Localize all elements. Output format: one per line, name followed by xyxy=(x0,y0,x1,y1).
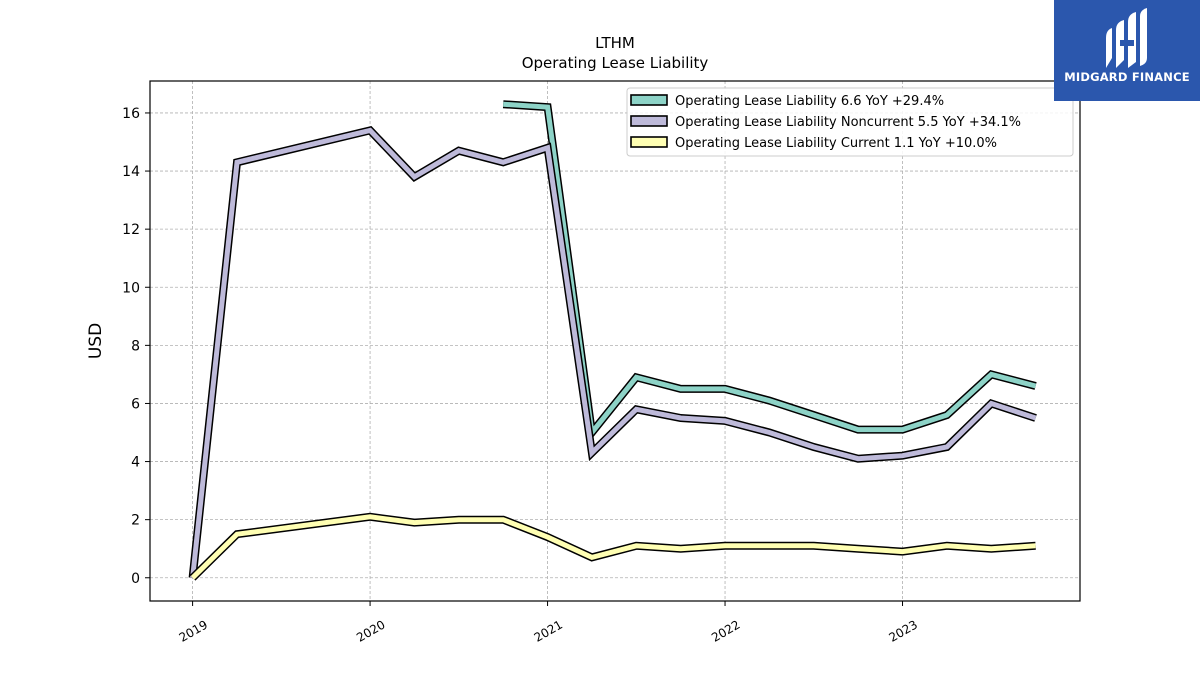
legend-swatch xyxy=(630,94,668,106)
logo-mark-icon xyxy=(1106,8,1147,68)
x-tick-label: 2020 xyxy=(354,617,387,644)
legend-swatch xyxy=(630,115,668,127)
logo-text: MIDGARD FINANCE xyxy=(1064,70,1190,84)
y-tick-label: 6 xyxy=(131,396,140,412)
y-tick-label: 12 xyxy=(122,222,140,238)
chart-title: LTHM xyxy=(595,34,635,52)
legend-label: Operating Lease Liability 6.6 YoY +29.4% xyxy=(675,94,944,109)
chart-subtitle: Operating Lease Liability xyxy=(522,54,709,72)
x-tick-label: 2023 xyxy=(887,617,920,644)
x-tick-label: 2021 xyxy=(532,617,565,644)
y-tick-label: 14 xyxy=(122,164,140,180)
x-tick-label: 2022 xyxy=(709,617,742,644)
legend-item: Operating Lease Liability Noncurrent 5.5… xyxy=(630,115,1021,130)
y-tick-label: 16 xyxy=(122,106,140,122)
y-tick-label: 0 xyxy=(131,571,140,587)
series-stroke xyxy=(190,127,1037,579)
plot-frame xyxy=(149,80,1081,602)
legend: Operating Lease Liability 6.6 YoY +29.4%… xyxy=(626,87,1074,157)
y-axis-label: USD xyxy=(86,323,106,359)
y-tick-label: 8 xyxy=(131,338,140,354)
series-stroke xyxy=(190,514,1036,580)
legend-item: Operating Lease Liability Current 1.1 Yo… xyxy=(630,136,997,151)
x-tick-label: 2019 xyxy=(177,617,210,644)
legend-box xyxy=(626,87,1074,157)
y-tick-label: 2 xyxy=(131,513,140,529)
ticks: 0 2 4 6 8 10 12 14 16 2019 2020 2021 2022 2023 xyxy=(122,106,920,645)
legend-label: Operating Lease Liability Noncurrent 5.5… xyxy=(675,115,1021,130)
legend-item: Operating Lease Liability 6.6 YoY +29.4% xyxy=(630,94,944,109)
y-tick-label: 4 xyxy=(131,455,140,471)
series-line-3 xyxy=(189,512,1036,581)
series-outline xyxy=(188,125,1037,579)
grid xyxy=(150,81,1080,601)
series-layer xyxy=(188,100,1037,581)
series-line-2 xyxy=(188,125,1037,579)
y-tick-label: 10 xyxy=(122,280,140,296)
legend-swatch xyxy=(630,136,668,148)
brand-logo: MIDGARD FINANCE xyxy=(1054,0,1200,101)
legend-label: Operating Lease Liability Current 1.1 Yo… xyxy=(675,136,997,151)
